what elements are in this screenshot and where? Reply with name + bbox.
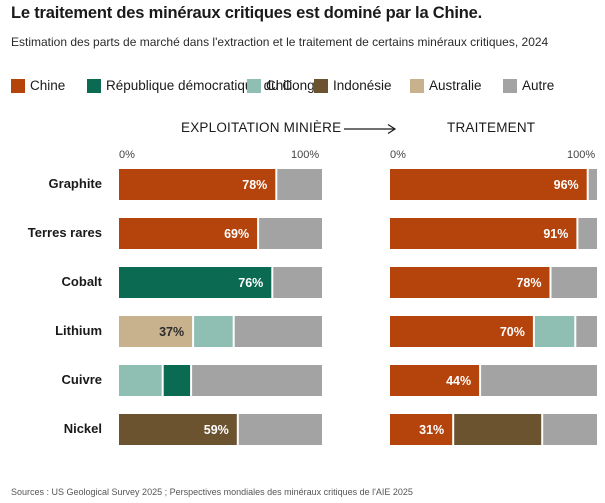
legend-label: République démocratique du Congo [106, 78, 323, 93]
bar-nickel-autre-mining [238, 414, 322, 445]
axis-tick-min-mining: 0% [119, 149, 135, 161]
bar-nickel-chine-processing [390, 414, 453, 445]
axis-tick-min-processing: 0% [390, 149, 406, 161]
data-label-nickel-mining: 59% [204, 423, 229, 437]
legend-item-rdc: République démocratique du Congo [87, 78, 322, 93]
data-label-lithium-processing: 70% [500, 325, 525, 339]
bar-lithium-chine-processing [390, 316, 533, 347]
legend-label: Chili [266, 78, 293, 93]
legend-item-chili: Chili [247, 78, 292, 93]
data-label-terres-rares-mining: 69% [224, 227, 249, 241]
legend-label: Chine [30, 78, 66, 93]
panel-title-mining: EXPLOITATION MINIÈRE [181, 120, 342, 135]
data-label-lithium-mining: 37% [159, 325, 184, 339]
legend-swatch [247, 78, 261, 93]
bar-nickel-indonesie-mining [119, 414, 237, 445]
bar-cobalt-chine-processing [390, 267, 550, 298]
bar-terres-rares-chine-processing [390, 218, 577, 249]
category-label-cuivre: Cuivre [61, 372, 102, 387]
panel-title-processing: TRAITEMENT [447, 120, 536, 135]
bar-cobalt-autre-processing [551, 267, 597, 298]
category-label-nickel: Nickel [63, 421, 102, 436]
legend-swatch [11, 78, 25, 93]
legend-item-indonesie: Indonésie [314, 78, 392, 93]
category-label-terres-rares: Terres rares [27, 225, 102, 240]
legend: Chine République démocratique du Congo C… [11, 78, 601, 98]
data-label-nickel-processing: 31% [419, 423, 444, 437]
legend-item-australie: Australie [410, 78, 482, 93]
bar-nickel-autre-processing [543, 414, 597, 445]
sources-note: Sources : US Geological Survey 2025 ; Pe… [11, 487, 413, 497]
bar-lithium-autre-mining [234, 316, 322, 347]
bar-cuivre-republique-democratique-du-congo-mining [163, 365, 191, 396]
axis-tick-max-mining: 100% [291, 149, 320, 161]
arrow-right-icon [344, 123, 397, 135]
data-label-terres-rares-processing: 91% [543, 227, 568, 241]
legend-item-chine: Chine [11, 78, 65, 93]
legend-label: Australie [429, 78, 482, 93]
bar-cobalt-autre-mining [273, 267, 322, 298]
bar-cuivre-chili-mining [119, 365, 162, 396]
bar-cuivre-autre-mining [192, 365, 322, 396]
bar-terres-rares-autre-processing [578, 218, 597, 249]
category-label-lithium: Lithium [55, 323, 102, 338]
data-label-cobalt-mining: 76% [238, 276, 263, 290]
bar-cobalt-republique-democratique-du-congo-mining [119, 267, 272, 298]
chart-title: Le traitement des minéraux critiques est… [11, 4, 483, 22]
data-label-cobalt-processing: 78% [516, 276, 541, 290]
category-label-graphite: Graphite [48, 176, 102, 191]
bar-nickel-indonesie-processing [454, 414, 542, 445]
bar-cuivre-autre-processing [481, 365, 597, 396]
data-label-cuivre-processing: 44% [446, 374, 471, 388]
legend-item-autre: Autre [503, 78, 554, 93]
bar-cuivre-chine-processing [390, 365, 480, 396]
bar-graphite-chine-processing [390, 169, 587, 200]
legend-label: Indonésie [333, 78, 392, 93]
bar-graphite-chine-mining [119, 169, 276, 200]
axis-tick-max-processing: 100% [567, 149, 596, 161]
bar-graphite-autre-mining [277, 169, 322, 200]
data-label-graphite-mining: 78% [242, 178, 267, 192]
bar-graphite-autre-processing [588, 169, 597, 200]
chart-subtitle: Estimation des parts de marché dans l'ex… [11, 35, 549, 49]
bar-lithium-australie-mining [119, 316, 193, 347]
legend-swatch [314, 78, 328, 93]
legend-label: Autre [522, 78, 555, 93]
legend-swatch [87, 78, 101, 93]
bar-lithium-autre-processing [576, 316, 597, 347]
bar-lithium-chili-mining [194, 316, 233, 347]
data-label-graphite-processing: 96% [554, 178, 579, 192]
bar-terres-rares-chine-mining [119, 218, 258, 249]
legend-swatch [503, 78, 517, 93]
legend-swatch [410, 78, 424, 93]
bar-terres-rares-autre-mining [259, 218, 322, 249]
category-label-cobalt: Cobalt [61, 274, 102, 289]
bar-lithium-chili-processing [534, 316, 575, 347]
